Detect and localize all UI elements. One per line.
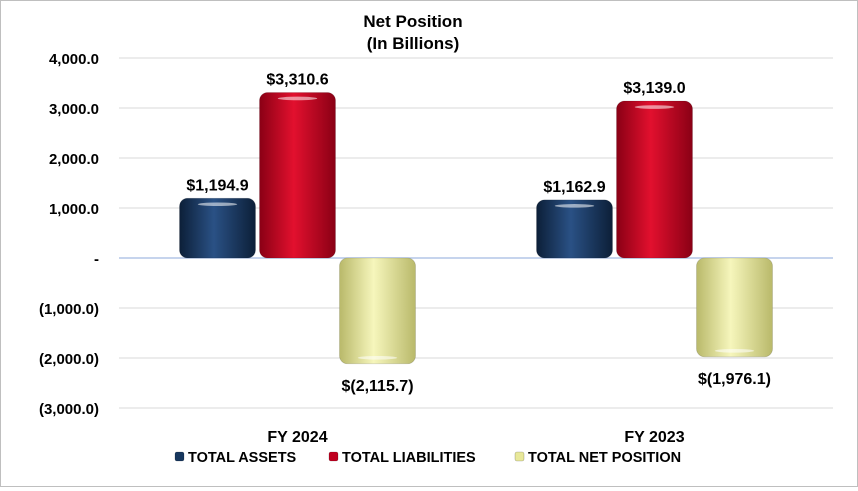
bar-highlight [634,105,675,109]
legend-label: TOTAL NET POSITION [528,450,681,466]
x-axis-category-labels: FY 2024 FY 2023 [267,429,684,446]
legend-label: TOTAL ASSETS [188,450,297,466]
category-label: FY 2024 [267,429,327,446]
chart-title: Net Position [363,12,462,31]
data-label: $(1,976.1) [698,371,771,388]
data-label: $3,139.0 [623,80,685,97]
bar-total-liabilities-fy-2024 [259,92,336,259]
bar-total-liabilities-fy-2023 [616,100,693,259]
legend-label: TOTAL LIABILITIES [342,450,476,466]
bar [536,199,613,259]
bar-highlight [277,96,318,101]
y-tick-label: (1,000.0) [39,301,99,318]
bars [179,92,773,365]
bar-total-net-position-fy-2024 [339,257,416,365]
legend-item-total-assets: TOTAL ASSETS [174,450,297,466]
data-label: $(2,115.7) [341,378,413,395]
bar [616,100,693,259]
y-tick-label: - [94,251,99,268]
y-tick-label: (2,000.0) [39,351,99,368]
legend: TOTAL ASSETS TOTAL LIABILITIES TOTAL NET P… [174,450,681,466]
bar-total-assets-fy-2024 [179,197,256,259]
y-axis-tick-labels: 4,000.0 3,000.0 2,000.0 1,000.0 - (1,000.0) (2… [39,51,99,418]
y-tick-label: (3,000.0) [39,401,99,418]
y-tick-label: 3,000.0 [49,101,99,118]
bar [259,92,336,259]
legend-item-total-liabilities: TOTAL LIABILITIES [328,450,476,466]
legend-swatch [514,451,525,462]
y-tick-label: 2,000.0 [49,151,99,168]
legend-item-total-net-position: TOTAL NET POSITION [514,450,681,466]
y-tick-label: 1,000.0 [49,201,99,218]
bar-highlight [197,202,238,207]
legend-swatch [174,451,185,462]
data-label: $1,162.9 [543,179,605,196]
bar-highlight [554,204,595,208]
data-label: $1,194.9 [186,177,248,194]
data-label: $3,310.6 [266,71,328,88]
bar-total-assets-fy-2023 [536,199,613,259]
legend-swatch [328,451,339,462]
bar-highlight [357,355,398,360]
data-labels: $1,194.9 $3,310.6 $(2,115.7) $1,162.9 $3,139… [186,71,771,394]
bar [696,257,773,358]
category-label: FY 2023 [624,429,684,446]
bar [179,197,256,259]
y-tick-label: 4,000.0 [49,51,99,68]
chart-subtitle: (In Billions) [367,34,460,53]
bar-highlight [714,349,755,353]
bar-total-net-position-fy-2023 [696,257,773,358]
bar [339,257,416,365]
